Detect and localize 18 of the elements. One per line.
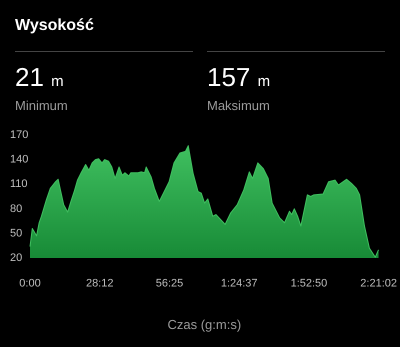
y-tick-label: 140 [10, 154, 28, 166]
y-tick-label: 170 [10, 129, 28, 141]
text: 21 m [15, 62, 65, 94]
x-axis-title: Czas (g:m:s) [167, 317, 242, 332]
x-tick-label: 56:25 [156, 278, 184, 290]
y-tick-label: 80 [10, 202, 22, 215]
x-tick-label: 1:52:50 [290, 278, 328, 290]
text: Maksimum [207, 98, 270, 113]
x-tick-label: 0:00 [19, 278, 41, 290]
text: 157 m [207, 62, 270, 94]
y-tick-label: 20 [10, 252, 22, 264]
x-tick-label: 2:21:02 [360, 278, 397, 290]
text: Minimum [15, 98, 68, 113]
chart-title: Wysokość [15, 17, 94, 35]
x-tick-label: 28:12 [86, 278, 114, 290]
x-tick-label: 1:24:37 [220, 278, 258, 290]
y-tick-label: 110 [10, 178, 28, 190]
y-tick-label: 50 [10, 227, 22, 240]
